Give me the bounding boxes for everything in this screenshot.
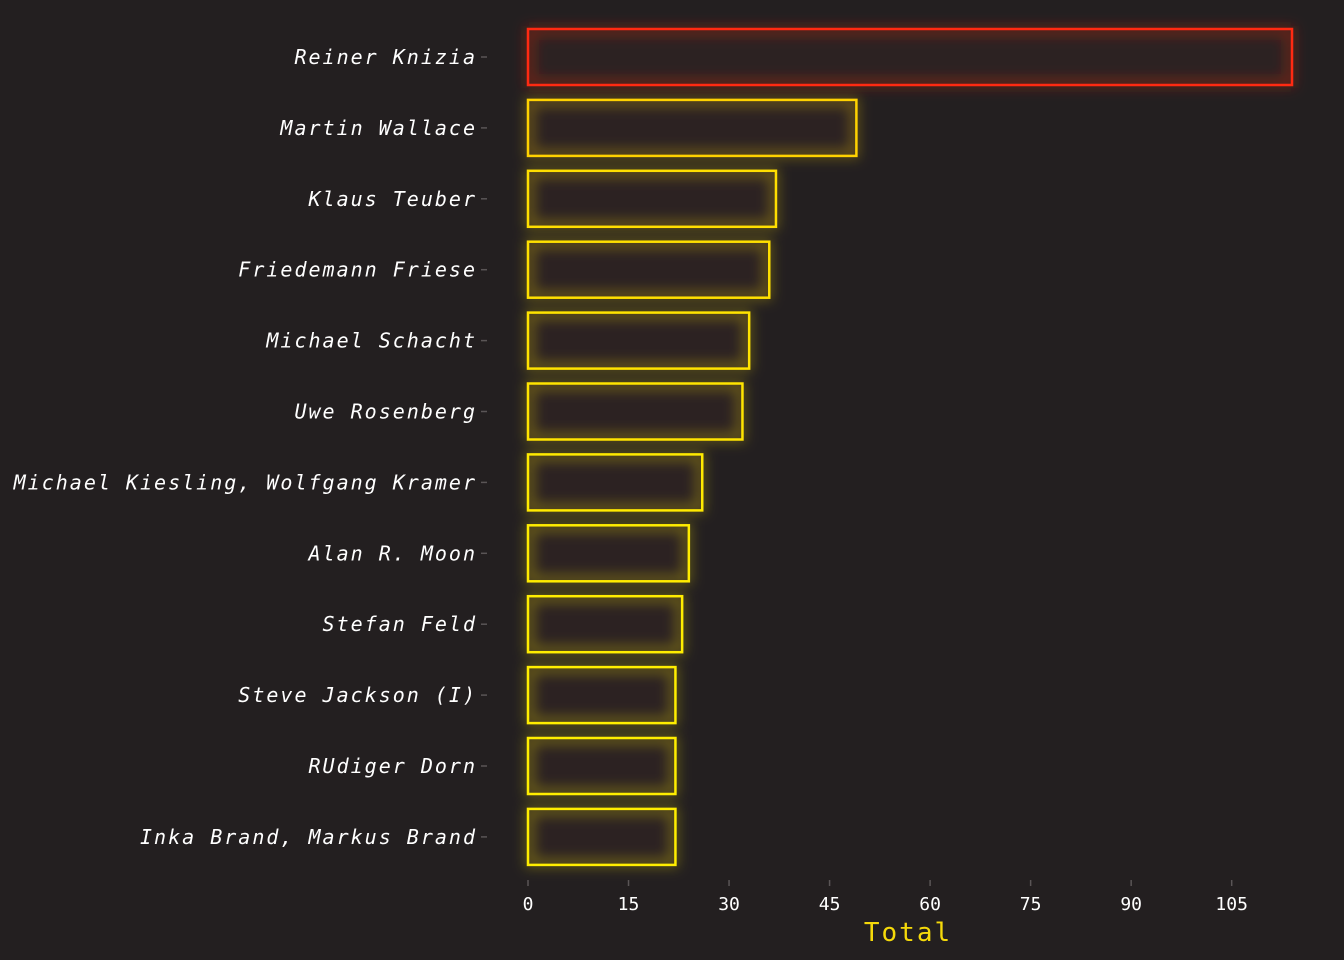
bar-glow xyxy=(525,238,773,301)
bar-fill xyxy=(528,525,689,582)
bar-outline xyxy=(526,311,751,370)
x-tick-label: 60 xyxy=(919,894,941,915)
bar-outline xyxy=(526,524,691,583)
bar-fill xyxy=(528,596,683,653)
category-label: Uwe Rosenberg xyxy=(294,400,477,424)
bar-fill xyxy=(528,29,1292,85)
bar-glow xyxy=(525,380,746,443)
x-tick-label: 75 xyxy=(1020,894,1042,915)
category-label: Friedemann Friese xyxy=(238,258,477,282)
bar-outline xyxy=(526,736,677,796)
bar-glow xyxy=(525,805,679,868)
x-axis-title: Total xyxy=(864,918,952,948)
x-tick-label: 15 xyxy=(618,894,640,915)
x-tick-label: 90 xyxy=(1120,894,1142,915)
bar-8 xyxy=(525,522,692,585)
category-label: Stefan Feld xyxy=(323,612,477,636)
category-labels: Reiner Knizia Martin Wallace Klaus Teuber F… xyxy=(13,45,487,849)
x-tick-label: 30 xyxy=(718,894,740,915)
bar-outline xyxy=(526,98,858,158)
category-label: Michael Kiesling, Wolfgang Kramer xyxy=(13,470,477,494)
bar-glow xyxy=(525,167,779,230)
bar-11 xyxy=(525,735,679,797)
bar-outline xyxy=(526,807,677,867)
bar-outline xyxy=(526,240,771,299)
bar-fill xyxy=(528,99,857,156)
bar-12 xyxy=(525,805,679,868)
bar-fill xyxy=(528,312,750,369)
category-label: Steve Jackson (I) xyxy=(238,683,477,707)
bar-glow xyxy=(525,593,686,656)
x-axis: 0 15 30 45 60 75 90 105 xyxy=(523,880,1248,915)
bar-glow xyxy=(525,664,679,727)
bar-3 xyxy=(525,167,779,230)
bar-fill xyxy=(528,667,676,724)
bar-glow xyxy=(525,26,1295,88)
x-tick-label: 45 xyxy=(819,894,841,915)
category-label: Inka Brand, Markus Brand xyxy=(140,825,477,849)
bar-fill xyxy=(528,738,676,794)
bar-fill xyxy=(528,454,703,511)
bar-4 xyxy=(525,238,773,301)
category-label: Alan R. Moon xyxy=(307,541,478,565)
bar-glow xyxy=(525,309,753,372)
bar-6 xyxy=(525,380,746,443)
category-label: Reiner Knizia xyxy=(294,45,477,69)
bar-9 xyxy=(525,593,686,656)
bar-fill xyxy=(528,170,776,227)
bar-glow xyxy=(525,451,706,514)
bar-10 xyxy=(525,664,679,727)
bar-outline xyxy=(526,594,684,654)
category-label: Martin Wallace xyxy=(279,116,477,140)
bar-glow xyxy=(525,522,692,585)
category-label: Michael Schacht xyxy=(265,329,477,353)
bar-2 xyxy=(525,96,860,159)
category-label: RUdiger Dorn xyxy=(309,754,478,778)
bar-5 xyxy=(525,309,753,372)
bar-fill xyxy=(528,383,743,440)
bar-1 xyxy=(525,26,1295,88)
bars-layer xyxy=(525,26,1295,868)
bar-glow xyxy=(525,96,860,159)
bar-outline xyxy=(526,453,704,512)
x-tick-label: 105 xyxy=(1215,894,1248,915)
bar-outline xyxy=(526,169,778,229)
bar-outline xyxy=(526,27,1294,87)
bar-7 xyxy=(525,451,706,514)
bar-outline xyxy=(526,665,677,725)
bar-outline xyxy=(526,382,744,441)
bar-fill xyxy=(528,241,770,298)
category-label: Klaus Teuber xyxy=(308,187,478,211)
x-tick-label: 0 xyxy=(523,894,534,915)
bar-fill xyxy=(528,808,676,865)
bar-glow xyxy=(525,735,679,797)
